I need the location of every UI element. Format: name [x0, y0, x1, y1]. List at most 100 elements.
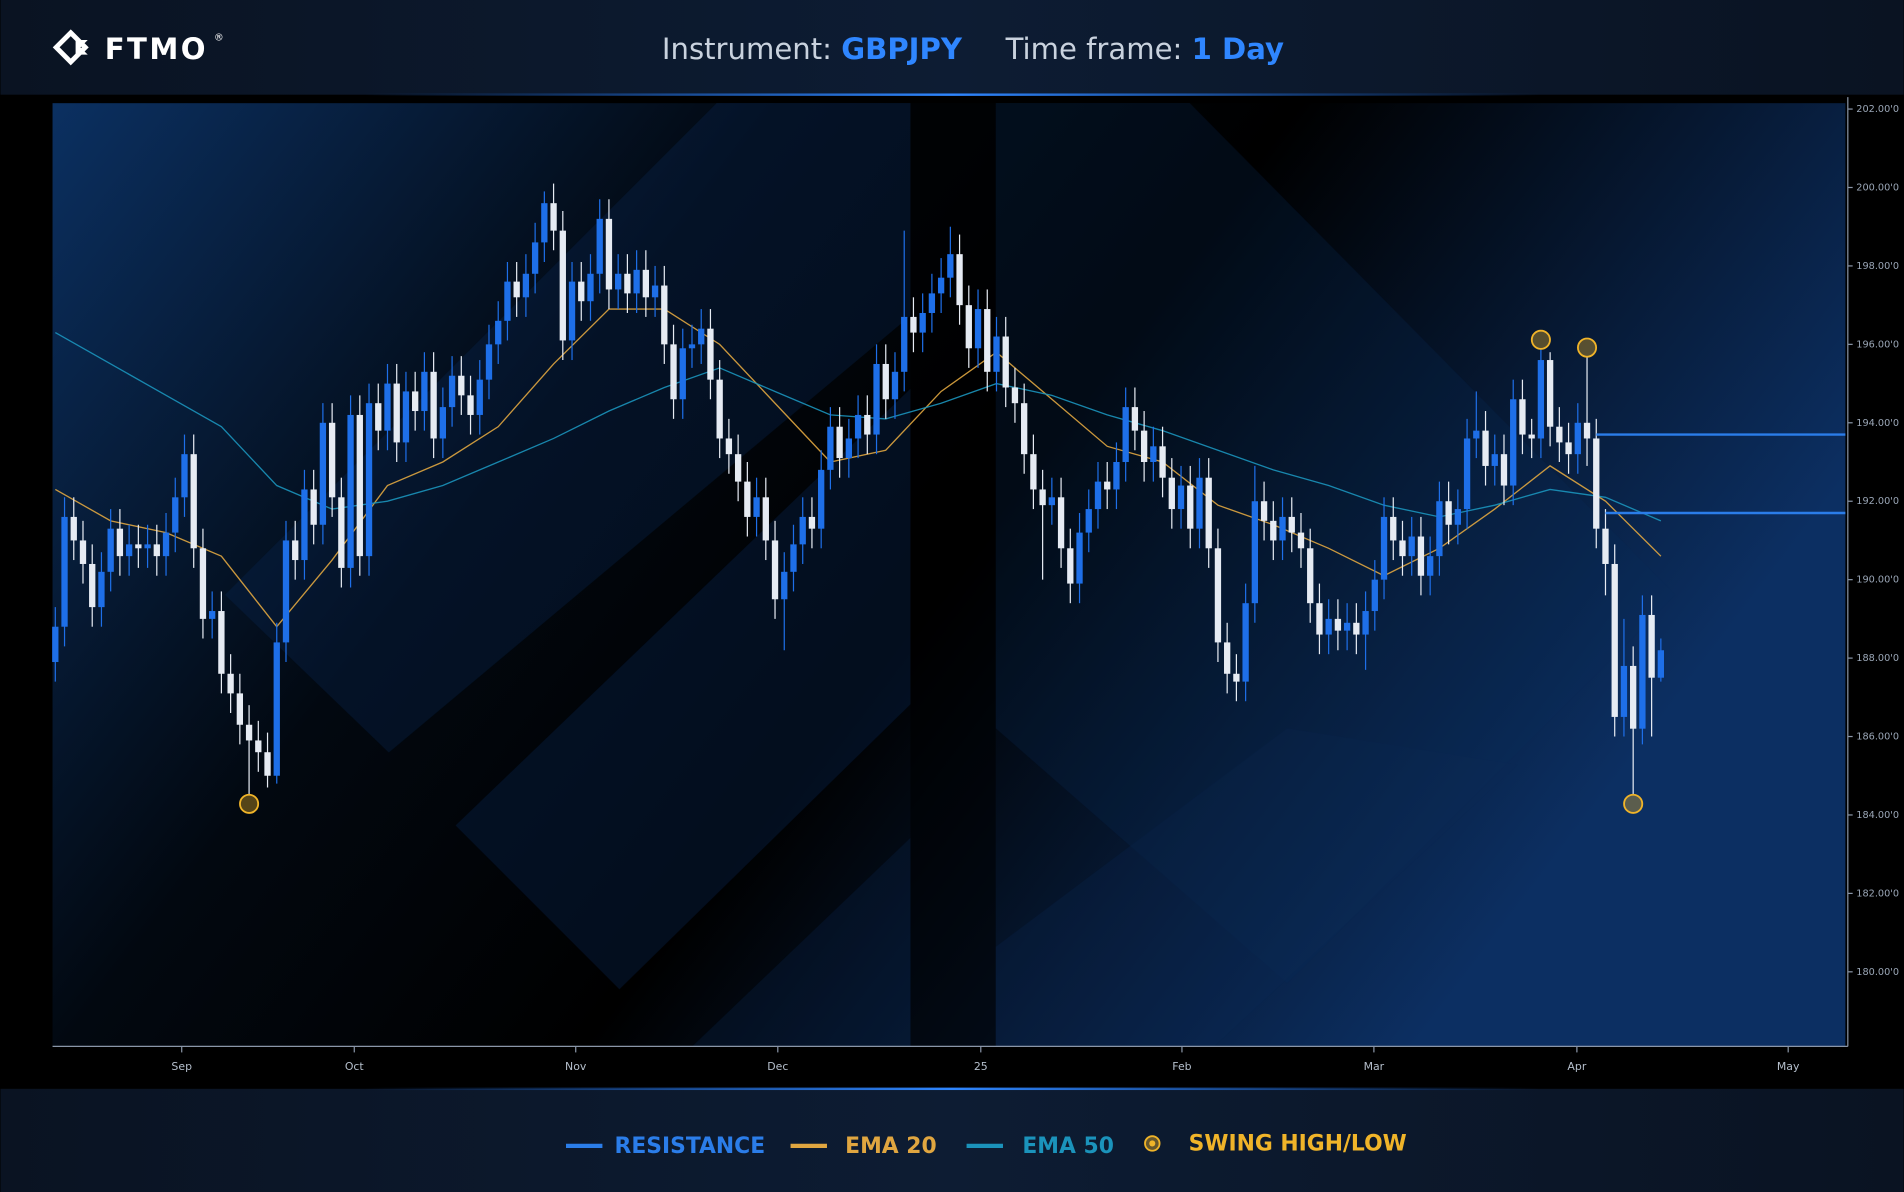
candle-body — [596, 218, 603, 274]
candle-body — [135, 544, 142, 549]
candle-body — [744, 481, 751, 517]
candle-body — [624, 273, 631, 294]
candle-body — [1417, 536, 1425, 576]
candle-body — [393, 383, 400, 443]
candle-body — [762, 497, 769, 541]
candle-body — [1334, 618, 1342, 631]
candle-body — [1454, 509, 1462, 525]
candle-body — [1205, 477, 1212, 549]
candle-body — [633, 269, 640, 294]
candle-body — [310, 489, 317, 525]
candle-body — [1067, 548, 1074, 584]
candle-body — [1427, 556, 1434, 576]
y-tick-label: 192.00'0 — [1856, 496, 1899, 507]
candle-body — [485, 344, 493, 380]
y-tick-label: 180.00'0 — [1856, 967, 1899, 978]
candle-body — [928, 293, 936, 313]
y-tick-label: 198.00'0 — [1856, 261, 1899, 272]
candle-body — [1122, 407, 1129, 463]
candle-body — [1602, 528, 1609, 564]
candle-body — [467, 395, 474, 415]
swing-high — [1530, 329, 1551, 350]
candle-body — [181, 454, 188, 498]
y-tick-label: 186.00'0 — [1856, 732, 1899, 743]
logo: FTMO ® — [52, 29, 224, 66]
y-tick-label: 188.00'0 — [1856, 653, 1899, 664]
candle-body — [79, 540, 87, 564]
candle-body — [448, 375, 456, 408]
legend-label: EMA 50 — [1022, 1134, 1114, 1159]
swing-high — [1577, 337, 1598, 358]
candle-body — [1242, 603, 1249, 682]
candle-body — [1085, 509, 1092, 533]
candle-body — [384, 383, 391, 431]
header-glow — [364, 93, 1540, 96]
candle-body — [818, 469, 825, 529]
candle-body — [476, 379, 483, 415]
candle-body — [52, 626, 59, 663]
x-tick-label: 25 — [974, 1060, 988, 1073]
candle-body — [882, 363, 889, 400]
candle-body — [1648, 614, 1655, 678]
candle-body — [578, 281, 585, 302]
candle-body — [1343, 622, 1351, 631]
candle-body — [162, 532, 170, 557]
candle-body — [236, 693, 244, 725]
candle-body — [375, 403, 382, 431]
header-band — [0, 0, 1904, 95]
candle-body — [550, 203, 557, 231]
x-tick-label: Nov — [565, 1060, 587, 1073]
y-tick-label: 184.00'0 — [1856, 810, 1899, 821]
candle-body — [891, 371, 899, 400]
x-tick-label: Apr — [1567, 1060, 1586, 1073]
timeframe: 1 Day — [1192, 32, 1284, 66]
candle-body — [1270, 520, 1277, 541]
candle-body — [781, 571, 788, 600]
candle-body — [854, 414, 862, 439]
y-tick-label: 200.00'0 — [1856, 182, 1899, 193]
candle-body — [1150, 446, 1157, 463]
decor — [224, 103, 1676, 1047]
candle-body — [356, 414, 363, 557]
candle-body — [1214, 548, 1222, 643]
candle-body — [1565, 442, 1572, 455]
candle-body — [227, 673, 234, 694]
candle-body — [1371, 579, 1378, 612]
x-tick-label: Mar — [1364, 1060, 1385, 1073]
candle-body — [1519, 399, 1526, 435]
candle-body — [495, 320, 502, 345]
candle-body — [1528, 434, 1535, 439]
candle-body — [218, 611, 225, 674]
candle-body — [292, 540, 299, 561]
candle-body — [670, 344, 677, 400]
candle-body — [199, 548, 207, 619]
instrument-label: Instrument: — [662, 32, 832, 66]
candle-body — [430, 371, 437, 439]
candle-body — [1002, 336, 1009, 388]
candle-body — [89, 563, 96, 608]
candle-body — [1380, 516, 1388, 580]
candle-body — [458, 375, 465, 396]
candle-body — [1048, 497, 1056, 506]
instrument: GBPJPY — [841, 32, 963, 66]
footer-glow — [364, 1087, 1540, 1091]
candle-body — [1593, 438, 1600, 529]
candle-body — [1353, 622, 1360, 635]
candle-body — [1657, 650, 1665, 678]
candle-body — [1177, 485, 1185, 510]
candle-body — [1556, 426, 1563, 443]
candle-body — [1583, 422, 1591, 439]
candle-body — [1094, 481, 1102, 510]
candle-body — [1316, 603, 1323, 635]
candle-body — [808, 516, 816, 529]
swing-low — [1623, 793, 1644, 814]
candle-body — [98, 571, 105, 608]
candle-body — [1140, 430, 1148, 463]
brand: FTMO — [105, 32, 208, 66]
candle-body — [125, 544, 133, 557]
candle-body — [1399, 540, 1406, 557]
legend-swatch — [1149, 1140, 1156, 1147]
candle-body — [965, 305, 972, 349]
candle-body — [1620, 665, 1628, 717]
